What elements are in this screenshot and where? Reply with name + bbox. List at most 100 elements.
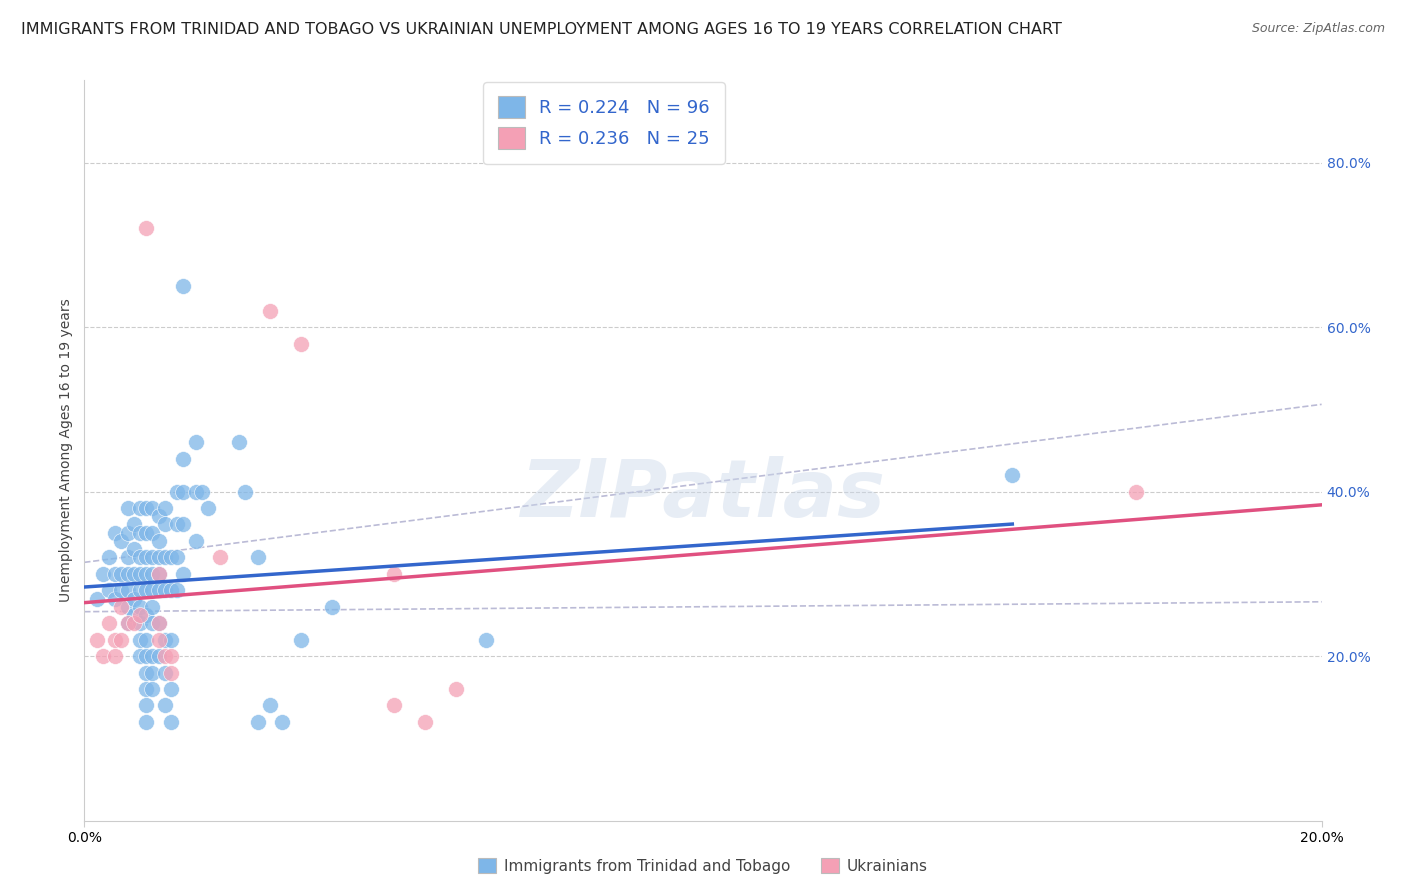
Point	[135, 221, 157, 235]
Point	[141, 583, 163, 598]
Point	[166, 550, 188, 565]
Point	[135, 566, 157, 581]
Point	[259, 303, 281, 318]
Point	[141, 525, 163, 540]
Point	[129, 616, 152, 631]
Text: ZIPatlas: ZIPatlas	[520, 456, 886, 534]
Point	[129, 501, 152, 516]
Point	[148, 616, 170, 631]
Point	[209, 550, 232, 565]
Point	[166, 484, 188, 499]
Point	[148, 550, 170, 565]
Point	[153, 501, 176, 516]
Point	[148, 533, 170, 548]
Point	[290, 632, 312, 647]
Point	[117, 616, 139, 631]
Point	[184, 484, 207, 499]
Point	[104, 566, 127, 581]
Point	[382, 698, 405, 713]
Point	[444, 681, 467, 696]
Point	[148, 566, 170, 581]
Point	[1125, 484, 1147, 499]
Point	[135, 714, 157, 729]
Point	[141, 649, 163, 664]
Point	[153, 698, 176, 713]
Point	[110, 632, 132, 647]
Point	[246, 714, 269, 729]
Text: Source: ZipAtlas.com: Source: ZipAtlas.com	[1251, 22, 1385, 36]
Point	[228, 435, 250, 450]
Point	[122, 607, 145, 622]
Point	[153, 649, 176, 664]
Text: IMMIGRANTS FROM TRINIDAD AND TOBAGO VS UKRAINIAN UNEMPLOYMENT AMONG AGES 16 TO 1: IMMIGRANTS FROM TRINIDAD AND TOBAGO VS U…	[21, 22, 1062, 37]
Point	[153, 550, 176, 565]
Point	[104, 591, 127, 606]
Point	[117, 583, 139, 598]
Point	[117, 501, 139, 516]
Point	[86, 591, 108, 606]
Y-axis label: Unemployment Among Ages 16 to 19 years: Unemployment Among Ages 16 to 19 years	[59, 299, 73, 602]
Point	[141, 550, 163, 565]
Point	[172, 279, 194, 293]
Point	[382, 566, 405, 581]
Point	[184, 533, 207, 548]
Point	[153, 632, 176, 647]
Point	[141, 599, 163, 614]
Point	[148, 509, 170, 524]
Point	[148, 566, 170, 581]
Point	[86, 632, 108, 647]
Point	[172, 484, 194, 499]
Point	[135, 501, 157, 516]
Point	[148, 649, 170, 664]
Point	[117, 599, 139, 614]
Point	[160, 665, 183, 680]
Point	[129, 583, 152, 598]
Point	[110, 566, 132, 581]
Point	[141, 616, 163, 631]
Point	[153, 517, 176, 532]
Point	[141, 681, 163, 696]
Point	[135, 525, 157, 540]
Point	[290, 336, 312, 351]
Point	[98, 583, 121, 598]
Point	[122, 616, 145, 631]
Point	[475, 632, 498, 647]
Point	[135, 649, 157, 664]
Point	[135, 632, 157, 647]
Point	[135, 583, 157, 598]
Point	[129, 550, 152, 565]
Point	[413, 714, 436, 729]
Point	[104, 632, 127, 647]
Point	[166, 583, 188, 598]
Point	[191, 484, 214, 499]
Point	[148, 583, 170, 598]
Point	[129, 525, 152, 540]
Point	[259, 698, 281, 713]
Legend: Immigrants from Trinidad and Tobago, Ukrainians: Immigrants from Trinidad and Tobago, Ukr…	[472, 852, 934, 880]
Point	[135, 665, 157, 680]
Point	[148, 616, 170, 631]
Point	[110, 583, 132, 598]
Point	[91, 566, 114, 581]
Point	[172, 451, 194, 466]
Point	[117, 616, 139, 631]
Point	[129, 607, 152, 622]
Point	[98, 550, 121, 565]
Point	[160, 583, 183, 598]
Point	[153, 583, 176, 598]
Point	[129, 649, 152, 664]
Point	[172, 566, 194, 581]
Point	[104, 525, 127, 540]
Point	[98, 616, 121, 631]
Point	[197, 501, 219, 516]
Point	[122, 591, 145, 606]
Point	[122, 566, 145, 581]
Point	[135, 550, 157, 565]
Point	[160, 681, 183, 696]
Point	[160, 632, 183, 647]
Point	[117, 525, 139, 540]
Point	[135, 681, 157, 696]
Point	[172, 517, 194, 532]
Point	[104, 649, 127, 664]
Point	[91, 649, 114, 664]
